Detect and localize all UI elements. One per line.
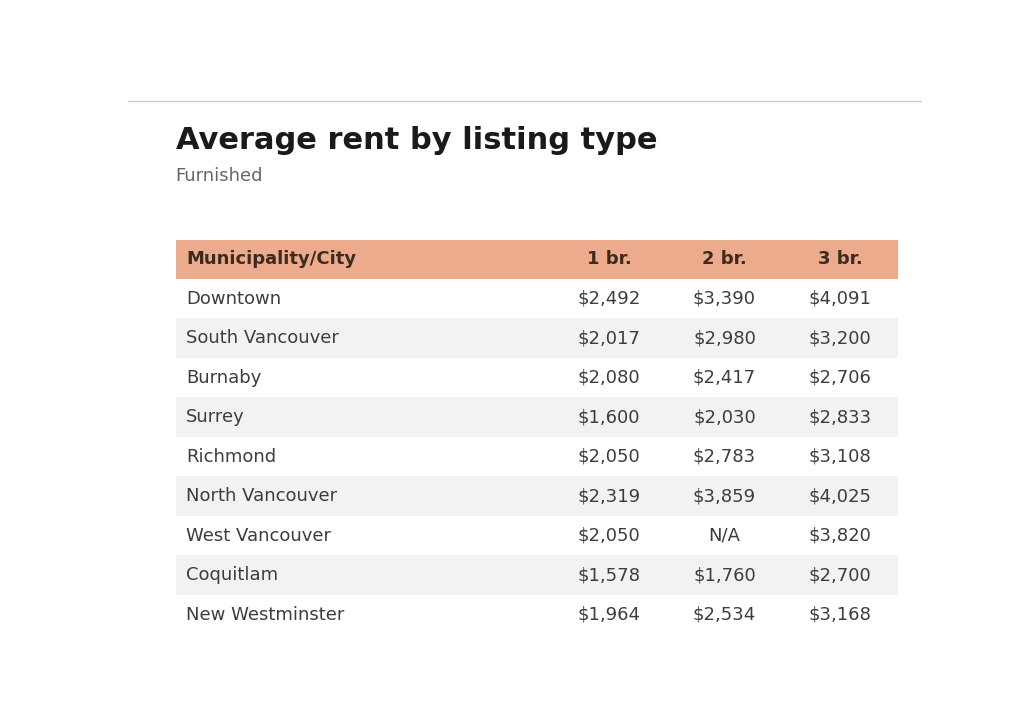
Text: $2,030: $2,030 — [693, 408, 756, 426]
Text: West Vancouver: West Vancouver — [186, 526, 331, 544]
Text: 2 br.: 2 br. — [702, 251, 746, 269]
Text: $2,417: $2,417 — [693, 369, 756, 387]
Text: New Westminster: New Westminster — [186, 606, 344, 624]
Text: N/A: N/A — [709, 526, 740, 544]
Text: Average rent by listing type: Average rent by listing type — [176, 126, 657, 155]
Text: $2,534: $2,534 — [693, 606, 756, 624]
Text: $3,859: $3,859 — [693, 487, 756, 505]
FancyBboxPatch shape — [176, 318, 898, 358]
FancyBboxPatch shape — [176, 397, 898, 437]
Text: Richmond: Richmond — [186, 448, 276, 466]
Text: Downtown: Downtown — [186, 290, 281, 308]
Text: $1,964: $1,964 — [578, 606, 640, 624]
FancyBboxPatch shape — [176, 595, 898, 634]
Text: $1,600: $1,600 — [578, 408, 640, 426]
Text: North Vancouver: North Vancouver — [186, 487, 337, 505]
FancyBboxPatch shape — [176, 516, 898, 555]
Text: $3,108: $3,108 — [809, 448, 871, 466]
Text: Municipality/City: Municipality/City — [186, 251, 356, 269]
Text: Burnaby: Burnaby — [186, 369, 261, 387]
Text: Surrey: Surrey — [186, 408, 245, 426]
Text: $2,492: $2,492 — [578, 290, 641, 308]
FancyBboxPatch shape — [176, 555, 898, 595]
FancyBboxPatch shape — [176, 358, 898, 397]
Text: 3 br.: 3 br. — [817, 251, 862, 269]
FancyBboxPatch shape — [176, 240, 898, 279]
Text: $1,578: $1,578 — [578, 566, 640, 584]
Text: $1,760: $1,760 — [693, 566, 756, 584]
Text: $3,820: $3,820 — [809, 526, 871, 544]
Text: Coquitlam: Coquitlam — [186, 566, 279, 584]
Text: South Vancouver: South Vancouver — [186, 329, 339, 347]
Text: $3,390: $3,390 — [693, 290, 756, 308]
Text: $3,168: $3,168 — [809, 606, 871, 624]
Text: $2,833: $2,833 — [809, 408, 871, 426]
Text: Furnished: Furnished — [176, 168, 263, 186]
Text: $2,980: $2,980 — [693, 329, 756, 347]
Text: $4,025: $4,025 — [809, 487, 871, 505]
Text: $4,091: $4,091 — [809, 290, 871, 308]
Text: $2,050: $2,050 — [578, 448, 640, 466]
Text: $2,050: $2,050 — [578, 526, 640, 544]
Text: $3,200: $3,200 — [809, 329, 871, 347]
Text: $2,017: $2,017 — [578, 329, 640, 347]
FancyBboxPatch shape — [176, 477, 898, 516]
Text: $2,706: $2,706 — [809, 369, 871, 387]
FancyBboxPatch shape — [176, 279, 898, 318]
Text: $2,080: $2,080 — [578, 369, 640, 387]
Text: $2,783: $2,783 — [693, 448, 756, 466]
Text: 1 br.: 1 br. — [587, 251, 632, 269]
Text: $2,319: $2,319 — [578, 487, 640, 505]
Text: $2,700: $2,700 — [809, 566, 871, 584]
FancyBboxPatch shape — [176, 437, 898, 477]
